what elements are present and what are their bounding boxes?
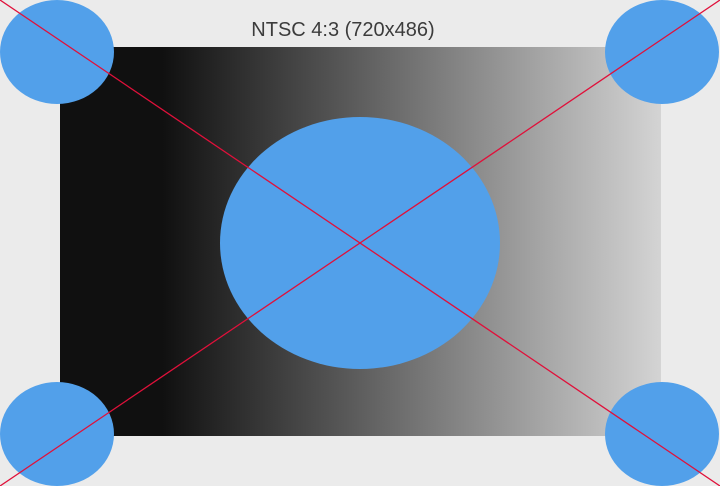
pattern-title: NTSC 4:3 (720x486): [251, 19, 435, 41]
corner-circle-top-left: [0, 0, 114, 104]
corner-circle-bottom-left: [0, 382, 114, 486]
corner-circle-bottom-right: [605, 382, 719, 486]
corner-circle-top-right: [605, 0, 719, 104]
